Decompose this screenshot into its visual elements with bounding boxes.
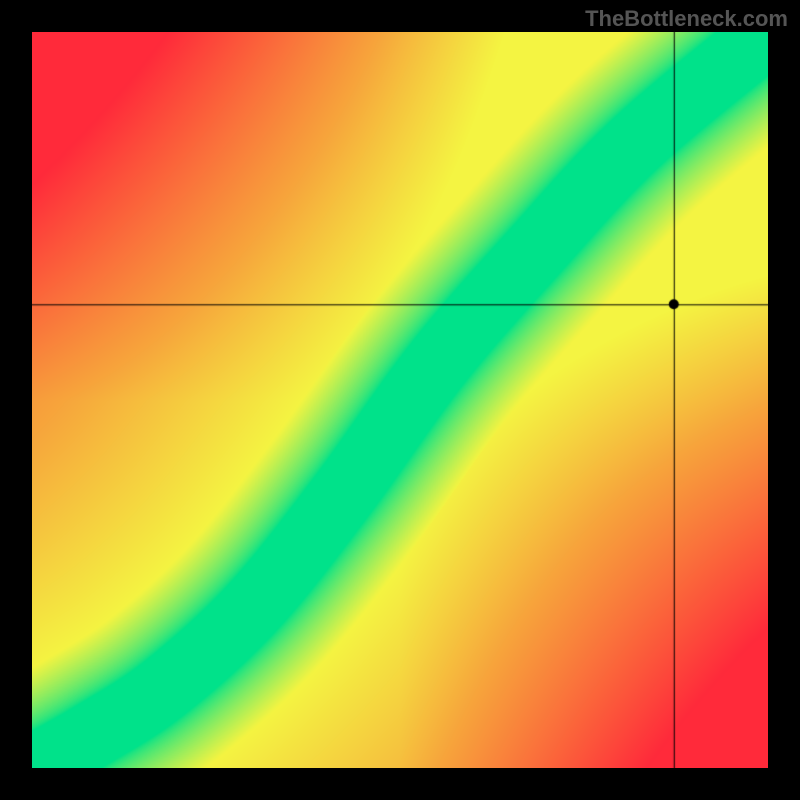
watermark-label: TheBottleneck.com [585,6,788,32]
bottleneck-heatmap [32,32,768,768]
chart-container: TheBottleneck.com [0,0,800,800]
